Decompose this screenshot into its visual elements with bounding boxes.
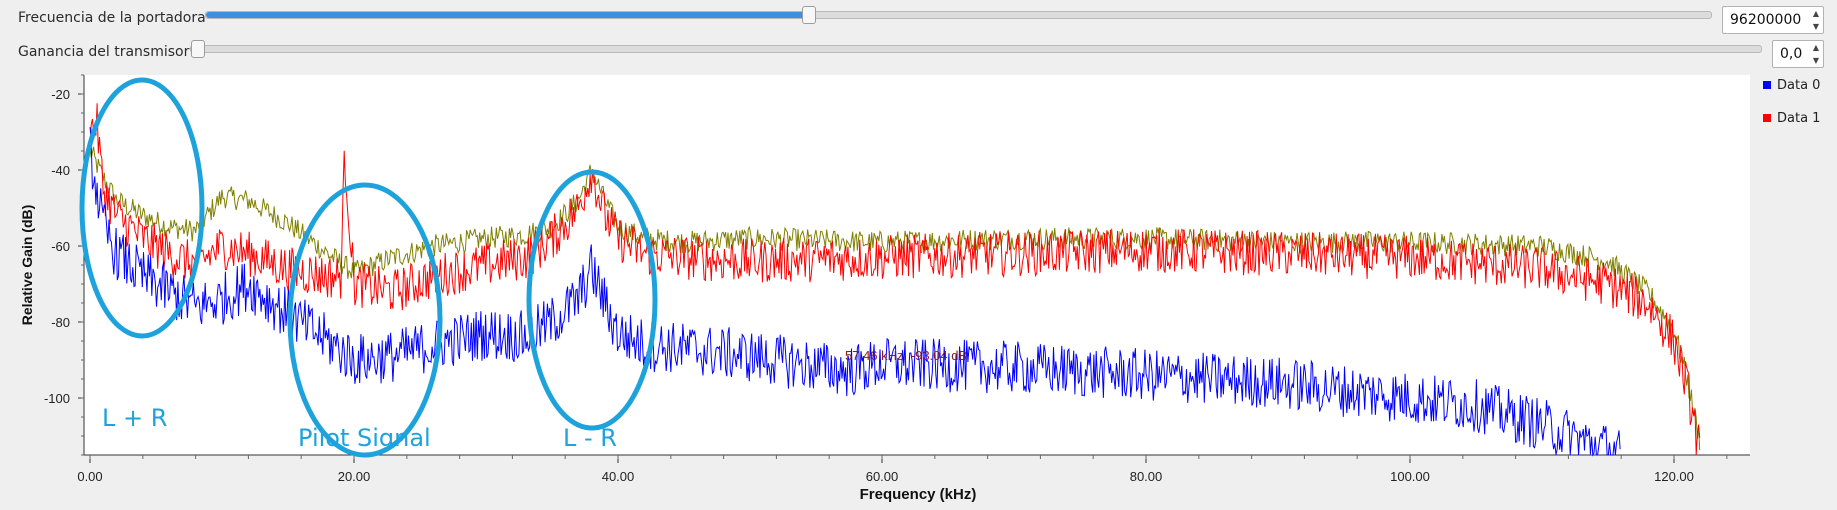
annotation-circle-l-minus-r <box>526 169 658 431</box>
carrier-frequency-slider[interactable] <box>205 6 1712 24</box>
spin-up-icon[interactable]: ▲ <box>1812 43 1820 52</box>
x-tick-label: 120.00 <box>1654 469 1694 484</box>
y-tick-label: -80 <box>51 315 70 330</box>
transmitter-gain-value: 0,0 <box>1780 46 1803 62</box>
spin-down-icon[interactable]: ▼ <box>1812 56 1820 65</box>
x-tick-label: 40.00 <box>602 469 635 484</box>
y-tick-label: -40 <box>51 163 70 178</box>
transmitter-gain-slider[interactable] <box>190 40 1762 58</box>
spin-up-icon[interactable]: ▲ <box>1812 9 1820 18</box>
x-tick-label: 20.00 <box>338 469 371 484</box>
legend-label: Data 0 <box>1777 78 1821 93</box>
transmitter-gain-slider-handle[interactable] <box>191 40 205 58</box>
marker-readout: 57.46 kHz, -93.04 dB <box>845 348 967 363</box>
carrier-frequency-value: 96200000 <box>1730 12 1802 28</box>
transmitter-gain-label: Ganancia del transmisor <box>18 44 190 60</box>
legend-item-data0[interactable]: Data 0 <box>1763 78 1820 93</box>
y-tick-label: -60 <box>51 239 70 254</box>
y-tick-label: -100 <box>44 391 70 406</box>
spin-down-icon[interactable]: ▼ <box>1812 22 1820 31</box>
series-data0-line <box>89 127 1621 457</box>
frequency-plot[interactable]: -20 -40 -60 -80 -100 0.00 20.00 40.00 60.00 80.00… <box>0 68 1837 510</box>
x-tick-label: 0.00 <box>77 469 102 484</box>
annotation-label-pilot: Pilot Signal <box>298 424 431 452</box>
carrier-frequency-slider-handle[interactable] <box>802 6 816 24</box>
x-tick-label: 80.00 <box>1130 469 1163 484</box>
transmitter-gain-spinbox[interactable]: 0,0 ▲ ▼ <box>1772 40 1824 68</box>
carrier-frequency-spin-arrows[interactable]: ▲ ▼ <box>1809 7 1823 33</box>
transmitter-gain-row: Ganancia del transmisor 0,0 ▲ ▼ <box>0 38 1837 68</box>
carrier-frequency-label: Frecuencia de la portadora <box>18 10 206 26</box>
annotation-circle-pilot <box>287 182 443 458</box>
carrier-frequency-row: Frecuencia de la portadora 96200000 ▲ ▼ <box>0 4 1837 34</box>
x-axis-title: Frequency (kHz) <box>860 486 977 503</box>
series-data1-line <box>89 103 1701 455</box>
transmitter-gain-spin-arrows[interactable]: ▲ ▼ <box>1809 41 1823 67</box>
x-tick-label: 60.00 <box>866 469 899 484</box>
y-tick-label: -20 <box>51 87 70 102</box>
legend-label: Data 1 <box>1777 111 1821 126</box>
y-axis-title: Relative Gain (dB) <box>19 205 35 326</box>
annotation-circle-l-plus-r <box>79 77 205 339</box>
legend-swatch <box>1763 114 1771 122</box>
plot-canvas[interactable] <box>84 75 1750 455</box>
annotation-label-l-plus-r: L + R <box>102 404 167 432</box>
legend-item-data1[interactable]: Data 1 <box>1763 111 1820 126</box>
legend-swatch <box>1763 81 1771 89</box>
carrier-frequency-spinbox[interactable]: 96200000 ▲ ▼ <box>1722 6 1824 34</box>
annotation-label-l-minus-r: L - R <box>563 424 617 452</box>
x-tick-label: 100.00 <box>1390 469 1430 484</box>
carrier-frequency-slider-fill <box>206 12 808 18</box>
